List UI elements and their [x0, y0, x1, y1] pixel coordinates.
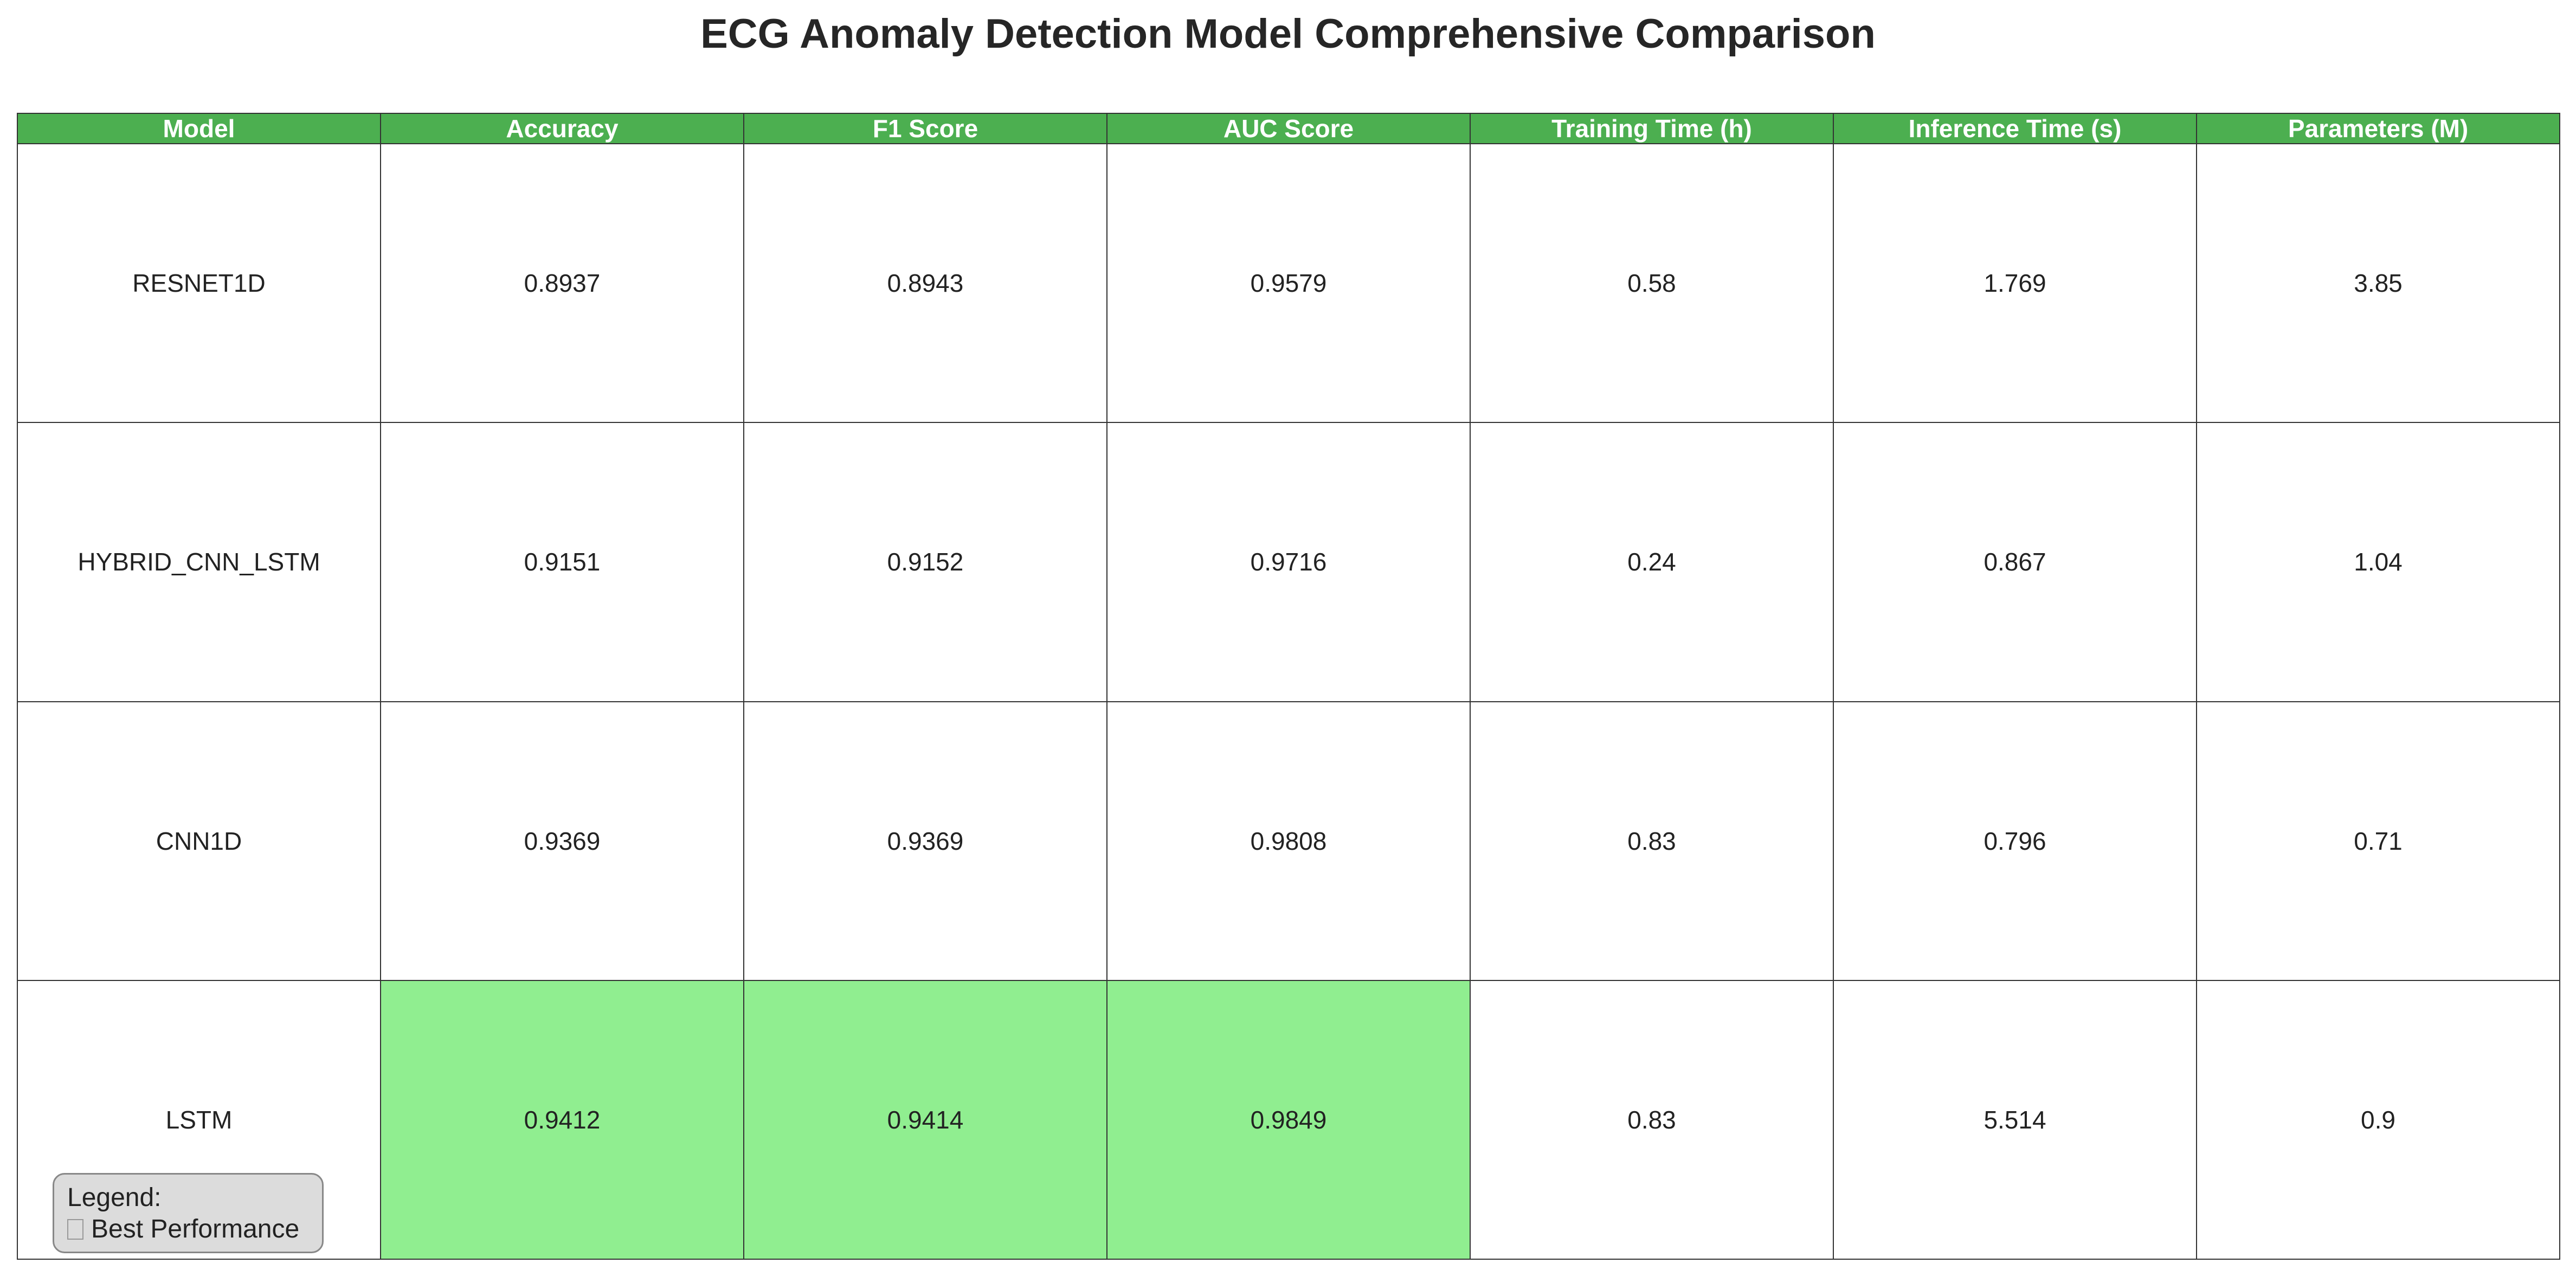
cell-model: RESNET1D	[17, 143, 381, 424]
cell-auc-score: 0.9849	[1106, 979, 1471, 1260]
cell-inference-time: 5.514	[1833, 979, 2197, 1260]
cell-parameters: 0.71	[2196, 701, 2560, 981]
legend-entry: Best Performance	[67, 1214, 309, 1245]
legend: Legend: Best Performance	[53, 1173, 324, 1253]
cell-auc-score: 0.9579	[1106, 143, 1471, 424]
cell-f1-score: 0.9152	[743, 422, 1107, 702]
cell-f1-score: 0.9369	[743, 701, 1107, 981]
header-cell-auc-score: AUC Score	[1106, 113, 1471, 144]
cell-inference-time: 0.867	[1833, 422, 2197, 702]
header-cell-training-time: Training Time (h)	[1470, 113, 1834, 144]
cell-parameters: 3.85	[2196, 143, 2560, 424]
chart-title: ECG Anomaly Detection Model Comprehensiv…	[700, 11, 1876, 57]
table-row: HYBRID_CNN_LSTM 0.9151 0.9152 0.9716 0.2…	[17, 422, 2560, 702]
legend-heading: Legend:	[67, 1183, 162, 1212]
cell-f1-score: 0.9414	[743, 979, 1107, 1260]
header-cell-model: Model	[17, 113, 381, 144]
cell-auc-score: 0.9808	[1106, 701, 1471, 981]
header-cell-inference-time: Inference Time (s)	[1833, 113, 2197, 144]
cell-f1-score: 0.8943	[743, 143, 1107, 424]
cell-model: HYBRID_CNN_LSTM	[17, 422, 381, 702]
header-row: Model Accuracy F1 Score AUC Score Traini…	[17, 113, 2560, 144]
cell-auc-score: 0.9716	[1106, 422, 1471, 702]
cell-model: CNN1D	[17, 701, 381, 981]
cell-training-time: 0.83	[1470, 701, 1834, 981]
header-cell-parameters: Parameters (M)	[2196, 113, 2560, 144]
cell-parameters: 1.04	[2196, 422, 2560, 702]
cell-accuracy: 0.9151	[380, 422, 744, 702]
cell-accuracy: 0.9412	[380, 979, 744, 1260]
table-body: RESNET1D 0.8937 0.8943 0.9579 0.58 1.769…	[17, 143, 2560, 1260]
table-row: RESNET1D 0.8937 0.8943 0.9579 0.58 1.769…	[17, 143, 2560, 424]
header-cell-accuracy: Accuracy	[380, 113, 744, 144]
comparison-table-container: Model Accuracy F1 Score AUC Score Traini…	[17, 113, 2560, 1260]
table-row: CNN1D 0.9369 0.9369 0.9808 0.83 0.796 0.…	[17, 701, 2560, 981]
legend-entry-label: Best Performance	[91, 1215, 300, 1243]
cell-training-time: 0.58	[1470, 143, 1834, 424]
table-row: LSTM 0.9412 0.9414 0.9849 0.83 5.514 0.9	[17, 979, 2560, 1260]
cell-accuracy: 0.9369	[380, 701, 744, 981]
comparison-table: Model Accuracy F1 Score AUC Score Traini…	[17, 113, 2560, 1260]
cell-training-time: 0.24	[1470, 422, 1834, 702]
cell-inference-time: 0.796	[1833, 701, 2197, 981]
legend-swatch-icon	[67, 1219, 83, 1240]
cell-accuracy: 0.8937	[380, 143, 744, 424]
cell-training-time: 0.83	[1470, 979, 1834, 1260]
cell-parameters: 0.9	[2196, 979, 2560, 1260]
header-cell-f1-score: F1 Score	[743, 113, 1107, 144]
cell-inference-time: 1.769	[1833, 143, 2197, 424]
